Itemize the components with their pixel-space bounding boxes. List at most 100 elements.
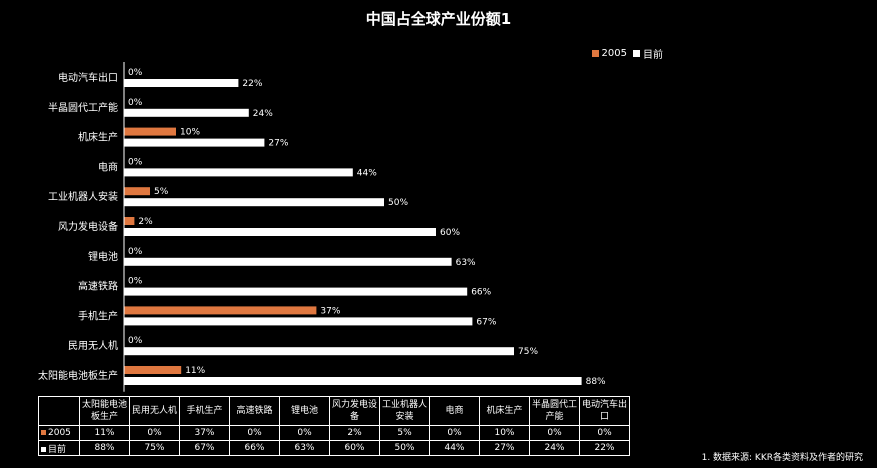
bar-current	[124, 287, 468, 296]
category-label: 机床生产	[78, 131, 118, 144]
table-cell: 44%	[429, 440, 480, 456]
table-cell: 22%	[579, 440, 630, 456]
table-cell: 27%	[479, 440, 530, 456]
category-label: 风力发电设备	[58, 220, 118, 233]
table-cell: 37%	[179, 425, 230, 441]
table-cell: 88%	[79, 440, 130, 456]
row-swatch-current	[41, 446, 46, 452]
category-label: 手机生产	[78, 309, 118, 322]
bar-current	[124, 198, 384, 207]
table-cell: 5%	[379, 425, 430, 441]
table-cell: 11%	[79, 425, 130, 441]
chart-title: 中国占全球产业份额1	[365, 10, 512, 28]
row-label-2005: 2005	[48, 428, 71, 438]
table-header-cell: 手机生产	[179, 396, 230, 426]
bar-current	[124, 317, 473, 326]
bar-current	[124, 228, 436, 236]
data-label: 88%	[586, 377, 606, 387]
table-row-2005: 2005 11% 0% 37% 0% 0% 2% 5% 0% 10% 0% 0%	[38, 425, 630, 441]
source-footnote: 1. 数据来源: KKR各类资料及作者的研究	[701, 453, 863, 463]
table-cell: 0%	[229, 425, 280, 441]
data-label: 44%	[357, 168, 377, 178]
table-header-cell: 民用无人机	[129, 396, 180, 426]
data-label: 0%	[128, 336, 143, 346]
data-label: 75%	[518, 347, 538, 357]
table-header-row: 太阳能电池板生产 民用无人机 手机生产 高速铁路 锂电池 风力发电设备 工业机器人安装 电商机…	[38, 396, 630, 426]
data-label: 0%	[128, 157, 143, 167]
data-label: 67%	[476, 317, 496, 327]
table-cell: 75%	[129, 440, 180, 456]
table-cell: 0%	[129, 425, 180, 441]
table-cell: 0%	[579, 425, 630, 441]
table-header-cell: 半晶圆代工产能	[529, 396, 580, 426]
bar-current	[124, 377, 582, 385]
data-label: 50%	[388, 198, 408, 208]
table-row-current: 目前 88% 75% 67% 66% 63% 60% 50% 44% 27% 24% 22%	[38, 440, 630, 456]
legend-swatch-current	[633, 50, 640, 57]
table-cell: 60%	[329, 440, 380, 456]
legend-item-current: 目前	[633, 46, 663, 61]
table-cell: 66%	[229, 440, 280, 456]
table-cell: 0%	[429, 425, 480, 441]
table-header-cell: 风力发电设备	[329, 396, 380, 426]
bar-2005	[124, 127, 176, 136]
bar-current	[124, 168, 353, 177]
legend-label-2005: 2005	[601, 48, 627, 59]
table-corner-cell	[38, 396, 80, 426]
bar-chart: 电动汽车出口 0% 22% 半晶圆代工产能 0% 24% 机床生产 10% 27% 电商 0% 44%…	[38, 62, 606, 392]
data-label: 11%	[185, 366, 205, 376]
category-label: 半晶圆代工产能	[48, 101, 118, 114]
table-cell: 50%	[379, 440, 430, 456]
bar-current	[124, 138, 265, 147]
table-cell: 67%	[179, 440, 230, 456]
data-label: 37%	[320, 306, 340, 316]
table-cell: 63%	[279, 440, 330, 456]
table-cell: 2%	[329, 425, 380, 441]
data-label: 2%	[138, 217, 153, 227]
table-cell: 24%	[529, 440, 580, 456]
data-label: 24%	[253, 109, 273, 119]
bar-2005	[124, 217, 135, 225]
data-label: 0%	[128, 277, 143, 287]
table-cell: 10%	[479, 425, 530, 441]
data-label: 0%	[128, 247, 143, 257]
table-header-cell: 高速铁路	[229, 396, 280, 426]
row-label-current: 目前	[48, 444, 67, 455]
category-label: 工业机器人安装	[48, 190, 118, 203]
bar-2005	[124, 366, 182, 374]
legend-item-2005: 2005	[591, 48, 627, 59]
chart-legend: 2005 目前	[591, 46, 663, 61]
data-label: 0%	[128, 98, 143, 108]
data-label: 0%	[128, 68, 143, 78]
table-cell: 0%	[529, 425, 580, 441]
table-header-cell: 电动汽车出口	[579, 396, 630, 426]
table-header-cell: 锂电池	[279, 396, 330, 426]
table-header-cell: 太阳能电池板生产	[79, 396, 130, 426]
table-row-head-current: 目前	[38, 440, 80, 456]
data-label: 5%	[154, 187, 169, 197]
data-label: 22%	[242, 79, 262, 89]
bar-current	[124, 257, 452, 266]
category-label: 高速铁路	[78, 280, 118, 293]
data-label: 60%	[440, 228, 460, 238]
bar-current	[124, 347, 514, 356]
table-header-cell: 电商	[429, 396, 480, 426]
data-label: 66%	[471, 288, 491, 298]
bar-current	[124, 108, 249, 117]
table-cell: 0%	[279, 425, 330, 441]
bar-current	[124, 79, 239, 87]
data-label: 10%	[180, 128, 200, 138]
category-label: 民用无人机	[68, 339, 118, 352]
data-label: 63%	[456, 258, 476, 268]
legend-swatch-2005	[591, 50, 599, 57]
table-header-cell: 机床生产	[479, 396, 530, 426]
data-label: 27%	[268, 139, 288, 149]
category-label: 锂电池	[88, 250, 118, 263]
category-label: 电动汽车出口	[58, 71, 118, 84]
bar-2005	[124, 306, 317, 315]
legend-label-current: 目前	[643, 50, 663, 61]
data-table: 太阳能电池板生产 民用无人机 手机生产 高速铁路 锂电池 风力发电设备 工业机器人安装 电商机…	[38, 396, 630, 456]
row-swatch-2005	[41, 430, 46, 435]
category-label: 电商	[98, 160, 118, 173]
category-label: 太阳能电池板生产	[38, 369, 118, 382]
